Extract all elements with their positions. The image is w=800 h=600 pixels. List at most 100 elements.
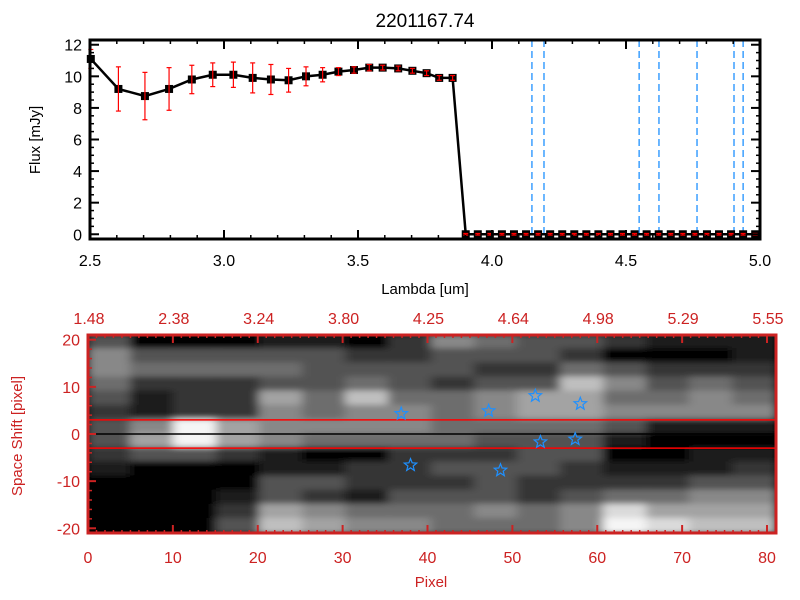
top-wavelength-tick-label: 5.29 — [668, 311, 699, 328]
heatmap-cell — [560, 517, 605, 533]
heatmap-cell — [88, 475, 132, 492]
heatmap-cell — [603, 489, 648, 506]
heatmap-cell — [345, 418, 390, 435]
heatmap-cell — [474, 433, 519, 450]
heatmap-cell — [517, 503, 562, 520]
heatmap-cell — [216, 447, 261, 464]
heatmap-cell — [646, 433, 691, 450]
heatmap-cell — [88, 418, 132, 435]
heatmap-cell — [259, 390, 304, 407]
heatmap-cell — [732, 489, 776, 506]
heatmap-cell — [431, 489, 476, 506]
heatmap-cell — [88, 376, 132, 393]
heatmap-cell — [474, 404, 519, 421]
heatmap-cell — [88, 390, 132, 407]
heatmap-cell — [345, 362, 390, 379]
heatmap-cell — [732, 335, 776, 351]
x-tick-label: 50 — [503, 550, 521, 567]
heatmap-cell — [173, 362, 218, 379]
heatmap-cell — [130, 348, 175, 365]
heatmap-cell — [474, 362, 519, 379]
heatmap-cell — [388, 503, 433, 520]
heatmap-cell — [173, 461, 218, 478]
heatmap-cell — [560, 348, 605, 365]
heatmap-cell — [517, 362, 562, 379]
heatmap-cell — [646, 390, 691, 407]
heatmap-cell — [216, 489, 261, 506]
heatmap-cell — [216, 335, 261, 351]
heatmap-cell — [732, 461, 776, 478]
top-wavelength-tick-label: 1.48 — [73, 311, 104, 328]
heatmap-cell — [259, 517, 304, 533]
star-marker — [402, 456, 419, 472]
heatmap-cell — [173, 447, 218, 464]
top-chart-title: 2201167.74 — [376, 11, 475, 32]
heatmap-cell — [216, 418, 261, 435]
heatmap-cell — [560, 418, 605, 435]
heatmap-cell — [130, 404, 175, 421]
heatmap-cell — [88, 447, 132, 464]
heatmap-cell — [388, 433, 433, 450]
heatmap-cell — [216, 376, 261, 393]
y-tick-label: -10 — [57, 474, 80, 491]
heatmap-cell — [431, 348, 476, 365]
heatmap-cell — [173, 433, 218, 450]
heatmap-cell — [646, 418, 691, 435]
heatmap-cell — [431, 517, 476, 533]
heatmap-cell — [646, 404, 691, 421]
heatmap-cell — [689, 404, 734, 421]
heatmap-cell — [173, 376, 218, 393]
heatmap-cell — [689, 503, 734, 520]
heatmap-cell — [560, 404, 605, 421]
y-tick-label: 20 — [62, 333, 80, 350]
x-tick-label: 30 — [334, 550, 352, 567]
star-marker — [572, 395, 589, 411]
heatmap-cell — [302, 517, 347, 533]
heatmap-cell — [732, 517, 776, 533]
heatmap-cell — [646, 335, 691, 351]
star-marker — [492, 462, 509, 477]
heatmap-cell — [517, 475, 562, 492]
heatmap-cell — [259, 447, 304, 464]
heatmap-cell — [88, 335, 132, 351]
y-tick-label: -20 — [57, 521, 80, 538]
top-wavelength-tick-label: 3.24 — [243, 311, 274, 328]
heatmap-cell — [603, 376, 648, 393]
heatmap-cell — [216, 475, 261, 492]
heatmap-cell — [560, 489, 605, 506]
heatmap-cell — [302, 335, 347, 351]
heatmap-cell — [474, 475, 519, 492]
heatmap-cell — [689, 461, 734, 478]
heatmap-cell — [689, 447, 734, 464]
heatmap-cell — [517, 348, 562, 365]
heatmap-cell — [88, 503, 132, 520]
heatmap-cell — [646, 376, 691, 393]
heatmap-cell — [345, 517, 390, 533]
heatmap-cell — [302, 390, 347, 407]
heatmap-cell — [88, 489, 132, 506]
y-tick-label: 10 — [62, 380, 80, 397]
heatmap-cell — [388, 335, 433, 351]
heatmap-cell — [259, 503, 304, 520]
star-marker — [532, 433, 549, 449]
heatmap-cell — [474, 418, 519, 435]
flux-line — [89, 58, 756, 236]
heatmap-cell — [173, 335, 218, 351]
x-tick-label: 80 — [758, 550, 776, 567]
heatmap-cell — [345, 503, 390, 520]
heatmap-cell — [302, 348, 347, 365]
heatmap-cell — [388, 362, 433, 379]
heatmap-cell — [431, 475, 476, 492]
x-tick-label: 10 — [164, 550, 182, 567]
heatmap-cell — [560, 335, 605, 351]
heatmap-cell — [646, 475, 691, 492]
top-wavelength-tick-label: 3.80 — [328, 311, 359, 328]
heatmap-cell — [603, 390, 648, 407]
y-tick-label: 0 — [71, 427, 80, 444]
heatmap-cell — [130, 503, 175, 520]
heatmap-cell — [603, 433, 648, 450]
heatmap-cell — [603, 461, 648, 478]
heatmap-cell — [345, 390, 390, 407]
heatmap-cell — [646, 461, 691, 478]
heatmap-cell — [388, 376, 433, 393]
